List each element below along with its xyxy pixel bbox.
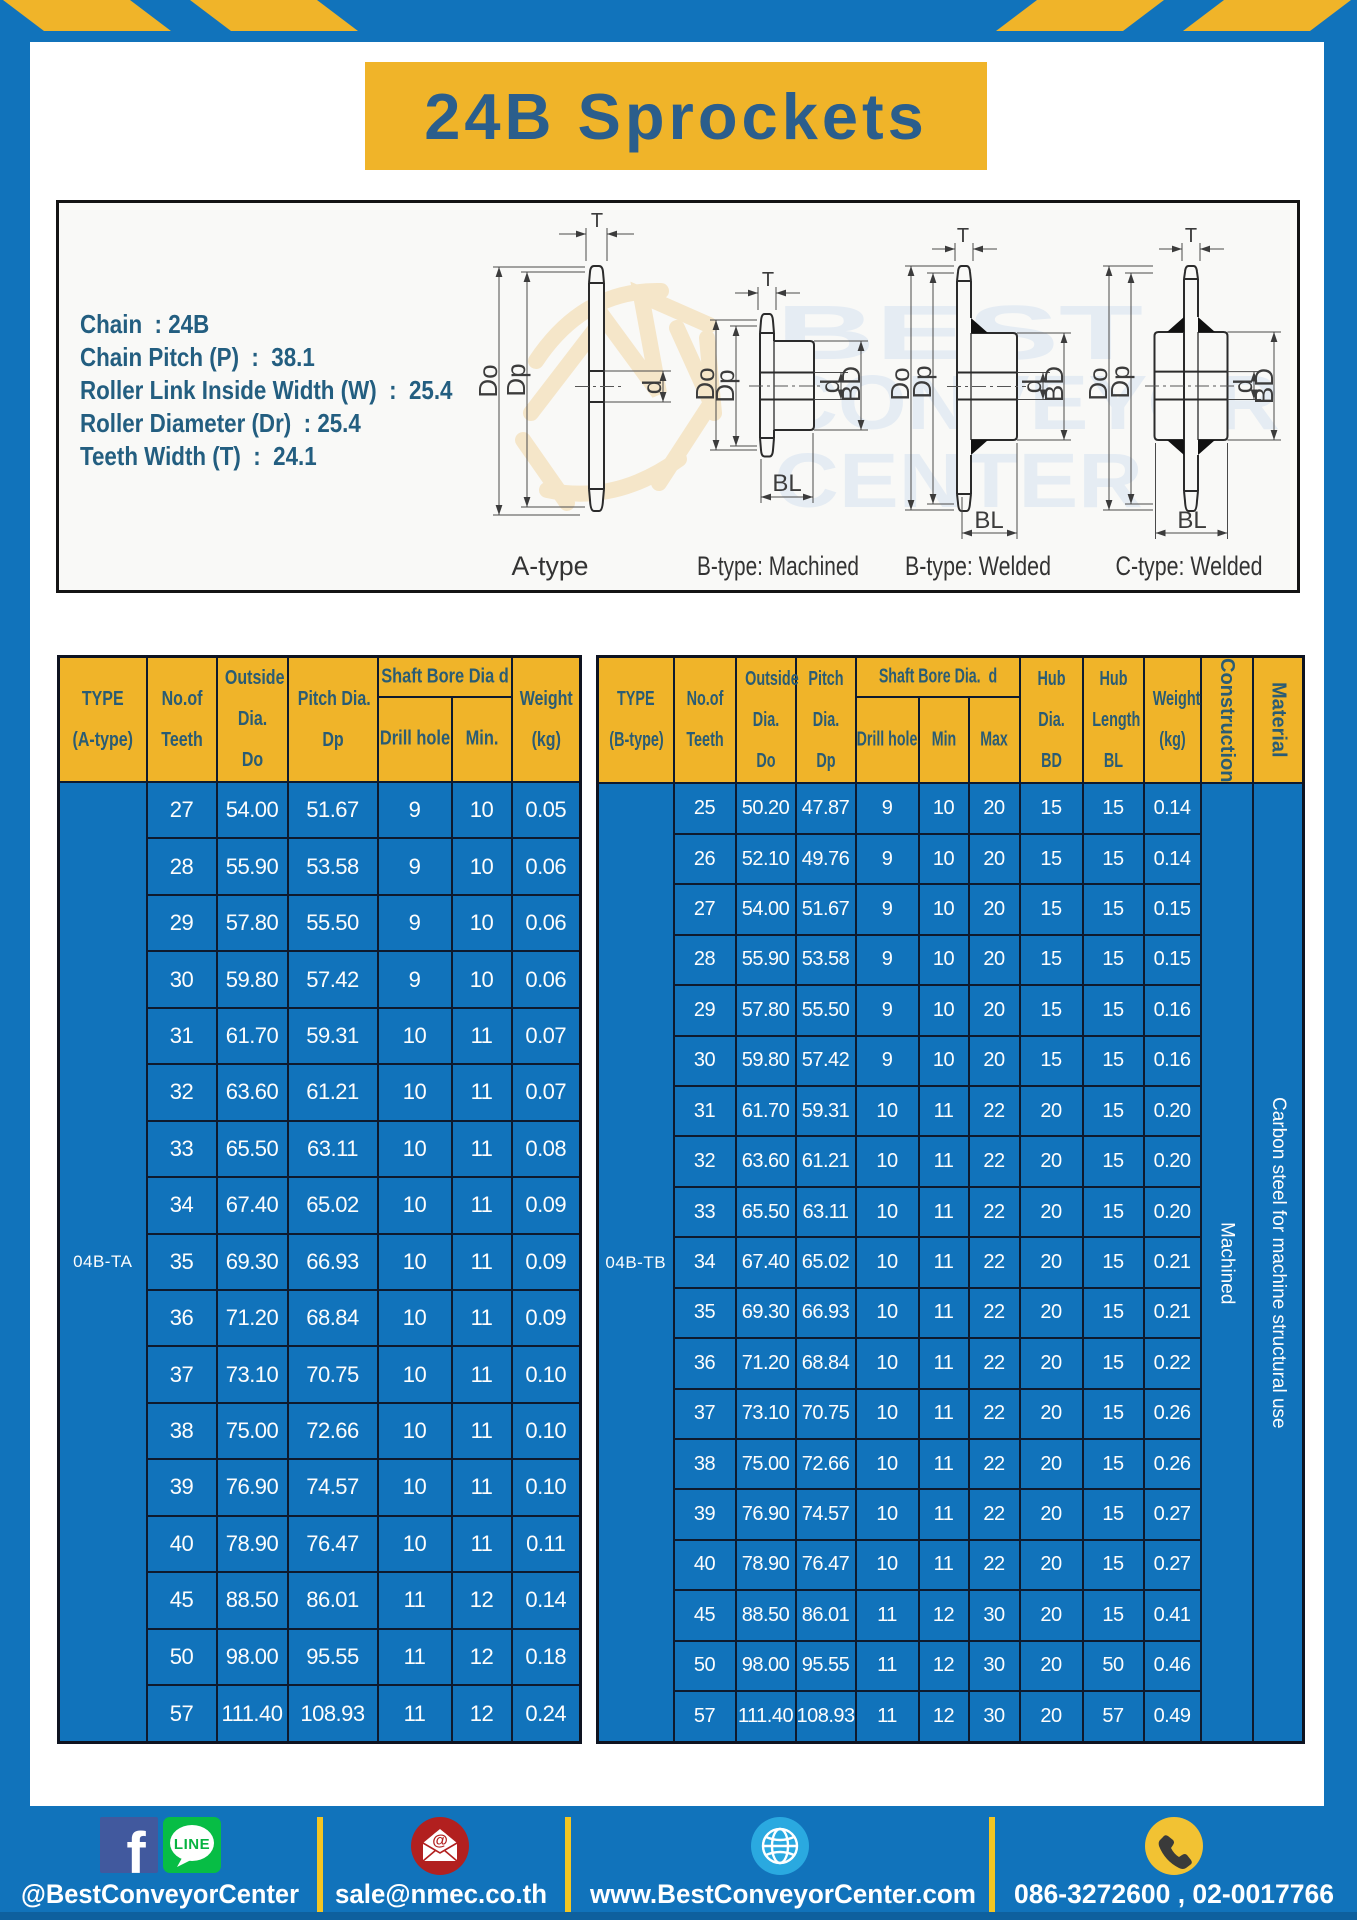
svg-text:Dp: Dp [710,369,740,402]
svg-text:BL: BL [772,470,801,497]
svg-text:B-type: Welded: B-type: Welded [905,551,1051,581]
svg-text:@: @ [432,1833,448,1850]
svg-text:LINE: LINE [174,1836,210,1853]
svg-text:T: T [762,269,774,291]
svg-text:BL: BL [1177,507,1206,534]
svg-text:T: T [591,210,603,232]
svg-text:Do: Do [473,364,503,397]
svg-text:A-type: A-type [512,551,589,581]
svg-text:T: T [1185,225,1197,247]
svg-text:d: d [1228,379,1258,393]
svg-text:T: T [957,225,969,247]
svg-text:sale@nmec.co.th: sale@nmec.co.th [335,1879,547,1909]
svg-text:Dp: Dp [1105,365,1135,398]
svg-text:Do: Do [885,367,915,400]
svg-text:B-type: Machined: B-type: Machined [697,551,859,581]
svg-text:086-3272600 , 02-0017766: 086-3272600 , 02-0017766 [1014,1879,1334,1909]
svg-text:Do: Do [690,367,720,400]
svg-text:BL: BL [974,507,1003,534]
svg-text:www.BestConveyorCenter.com: www.BestConveyorCenter.com [589,1879,976,1909]
svg-text:d: d [815,379,845,393]
svg-text:BD: BD [836,366,866,402]
svg-text:BD: BD [1039,366,1069,402]
svg-text:d: d [637,380,667,394]
svg-text:Dp: Dp [907,365,937,398]
svg-text:C-type: Welded: C-type: Welded [1116,551,1263,581]
svg-text:@BestConveyorCenter: @BestConveyorCenter [21,1879,299,1909]
svg-text:d: d [1017,379,1047,393]
svg-text:f: f [126,1821,146,1886]
svg-text:BD: BD [1249,368,1279,404]
svg-text:Do: Do [1083,367,1113,400]
svg-text:Dp: Dp [501,363,531,396]
